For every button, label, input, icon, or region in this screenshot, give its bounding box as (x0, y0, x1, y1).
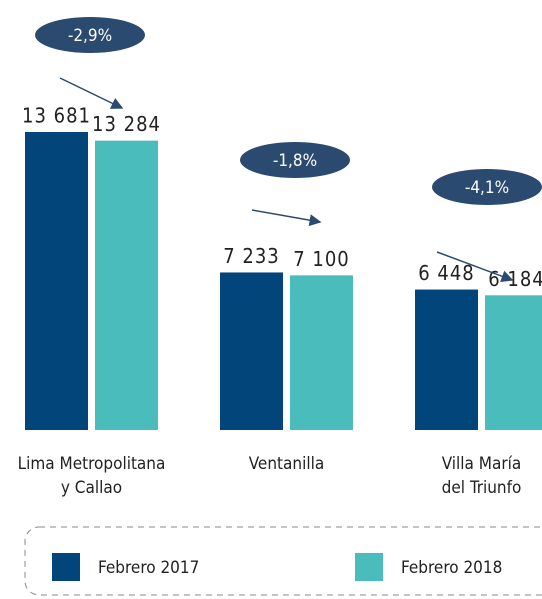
annotation: -4,1% (465, 178, 509, 198)
category-label: Ventanilla (248, 454, 325, 474)
category-label: Villa María del Triunfo (441, 454, 522, 498)
value-label: 7 233 (223, 244, 280, 268)
legend-swatch (355, 553, 383, 581)
annotation: -2,9% (68, 26, 112, 46)
annotation-bubble (35, 17, 145, 53)
bar (220, 272, 283, 430)
legend-swatch (52, 553, 80, 581)
value-label: 6 184 (488, 267, 542, 291)
value-label: 6 448 (418, 261, 475, 285)
annotation-bubble (240, 142, 350, 178)
bar (25, 132, 88, 430)
bar (415, 289, 478, 430)
annotation: -1,8% (273, 151, 317, 171)
bar (95, 140, 158, 430)
bar (290, 275, 353, 430)
value-label: 13 284 (92, 112, 161, 136)
value-label: 7 100 (293, 247, 350, 271)
annotation-bubble (432, 169, 542, 205)
value-label: 13 681 (22, 104, 91, 128)
annotation-arrow (251, 209, 322, 227)
bar (485, 295, 542, 430)
annotation-arrow (59, 77, 124, 109)
legend-label: Febrero 2017 (98, 558, 199, 578)
legend-label: Febrero 2018 (401, 558, 502, 578)
category-label: Lima Metropolitana y Callao (17, 454, 166, 498)
annotation-arrow (436, 251, 514, 282)
legend-box (24, 526, 542, 596)
